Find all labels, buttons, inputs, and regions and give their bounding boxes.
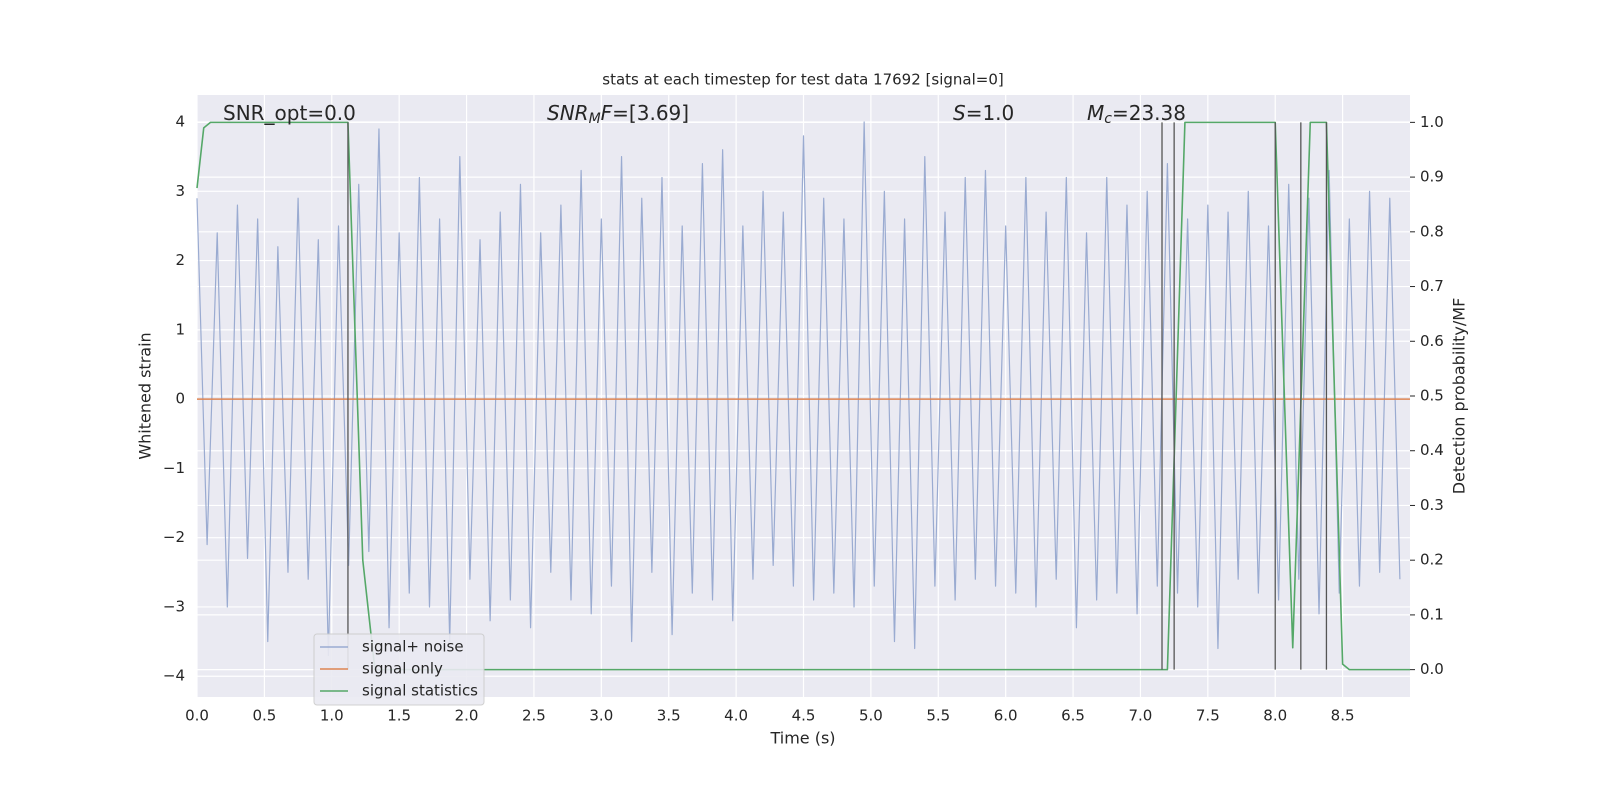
y2-tick-label: 1.0 — [1420, 113, 1444, 131]
y2-tick-label: 0.4 — [1420, 441, 1444, 459]
annotation-part: SNR — [547, 101, 589, 125]
annotation-part: S — [953, 101, 966, 125]
legend-label: signal only — [362, 660, 443, 678]
x-tick-label: 2.0 — [455, 707, 479, 725]
annotation-part: SNR_opt=0.0 — [223, 101, 356, 125]
x-axis-label: Time (s) — [769, 729, 835, 748]
y-axis-label: Whitened strain — [136, 332, 155, 459]
annotation: S=1.0 — [953, 101, 1014, 125]
y-tick-label: −1 — [163, 459, 185, 477]
x-tick-label: 3.5 — [657, 707, 681, 725]
x-tick-label: 5.0 — [859, 707, 883, 725]
y2-tick-label: 0.9 — [1420, 168, 1444, 186]
annotation: SNR_opt=0.0 — [223, 101, 356, 125]
y2-tick-label: 0.0 — [1420, 660, 1444, 678]
x-tick-label: 6.0 — [994, 707, 1018, 725]
legend-box — [313, 633, 485, 706]
annotation-part: =1.0 — [966, 101, 1015, 125]
x-tick-label: 7.0 — [1129, 707, 1153, 725]
y2-tick-label: 0.8 — [1420, 222, 1444, 240]
x-tick-label: 4.0 — [724, 707, 748, 725]
y2-tick-label: 0.2 — [1420, 551, 1444, 569]
y-tick-label: −2 — [163, 528, 185, 546]
annotation: Mc=23.38 — [1087, 101, 1186, 128]
y2-tick-label: 0.7 — [1420, 277, 1444, 295]
legend-label: signal+ noise — [362, 638, 464, 656]
annotation-part: F — [601, 101, 613, 125]
x-tick-label: 0.0 — [185, 707, 209, 725]
x-tick-label: 7.5 — [1196, 707, 1220, 725]
x-tick-label: 1.5 — [387, 707, 411, 725]
y2-axis-label: Detection probability/MF — [1450, 298, 1469, 495]
x-tick-label: 1.0 — [320, 707, 344, 725]
x-tick-label: 2.5 — [522, 707, 546, 725]
chart-title: stats at each timestep for test data 176… — [602, 71, 1003, 89]
x-tick-label: 0.5 — [252, 707, 276, 725]
y2-tick-label: 0.5 — [1420, 387, 1444, 405]
y-tick-label: 3 — [175, 182, 185, 200]
y2-tick-label: 0.3 — [1420, 496, 1444, 514]
series-line — [196, 121, 1410, 671]
annotation-part: =[3.69] — [612, 101, 689, 125]
y-tick-label: 2 — [175, 251, 185, 269]
y-tick-label: −4 — [163, 667, 185, 685]
x-tick-label: 8.0 — [1263, 707, 1287, 725]
annotation-part: c — [1104, 111, 1112, 127]
legend-label: signal statistics — [362, 682, 478, 700]
annotation: SNRMF=[3.69] — [547, 101, 689, 128]
y-tick-label: 0 — [175, 390, 185, 408]
annotation-part: M — [1087, 101, 1104, 125]
annotation-part: M — [589, 111, 601, 127]
y-tick-label: 1 — [175, 320, 185, 338]
x-tick-label: 8.5 — [1331, 707, 1355, 725]
x-tick-label: 4.5 — [792, 707, 816, 725]
x-tick-label: 3.0 — [589, 707, 613, 725]
annotation-part: =23.38 — [1112, 101, 1186, 125]
y2-tick-label: 0.1 — [1420, 605, 1444, 623]
x-tick-label: 5.5 — [926, 707, 950, 725]
series-line — [196, 121, 1401, 657]
y-tick-label: 4 — [175, 113, 185, 131]
y2-tick-label: 0.6 — [1420, 332, 1444, 350]
y-tick-label: −3 — [163, 597, 185, 615]
grid — [196, 95, 1410, 697]
x-tick-label: 6.5 — [1061, 707, 1085, 725]
